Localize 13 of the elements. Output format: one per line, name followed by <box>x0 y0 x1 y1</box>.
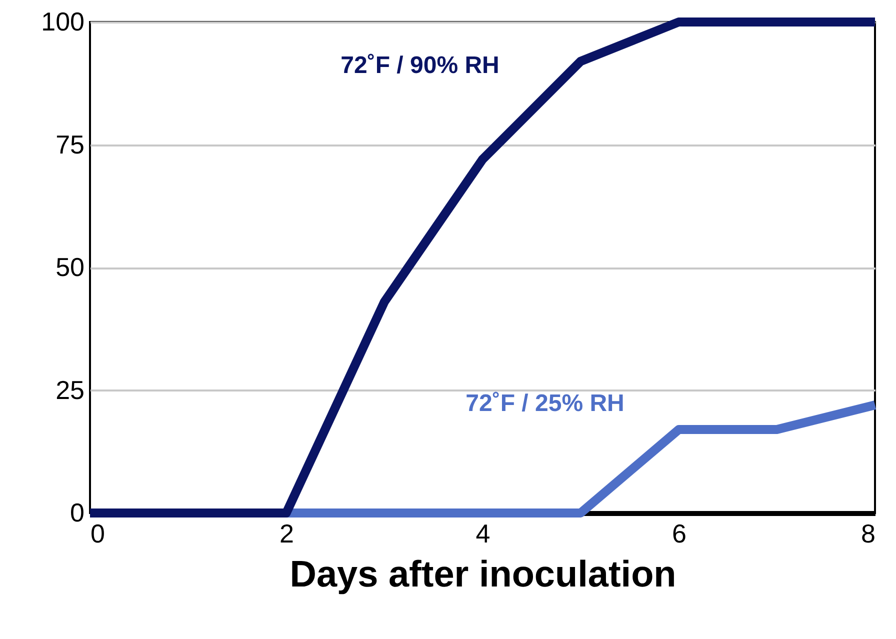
x-tick-label: 2 <box>280 518 294 548</box>
y-tick-label: 100 <box>41 6 84 36</box>
y-tick-label: 75 <box>56 129 84 160</box>
y-tick-label: 25 <box>56 374 84 405</box>
x-axis-title: Days after inoculation <box>290 554 676 594</box>
series-label: 72˚F / 25% RH <box>466 390 624 417</box>
x-tick-label: 8 <box>861 518 876 548</box>
series-label: 72˚F / 90% RH <box>340 52 500 79</box>
y-tick-label: 0 <box>70 498 84 528</box>
y-tick-label: 50 <box>56 252 84 282</box>
x-tick-label: 0 <box>90 518 105 548</box>
x-tick-label: 4 <box>476 518 490 548</box>
x-tick-label: 6 <box>672 518 686 548</box>
